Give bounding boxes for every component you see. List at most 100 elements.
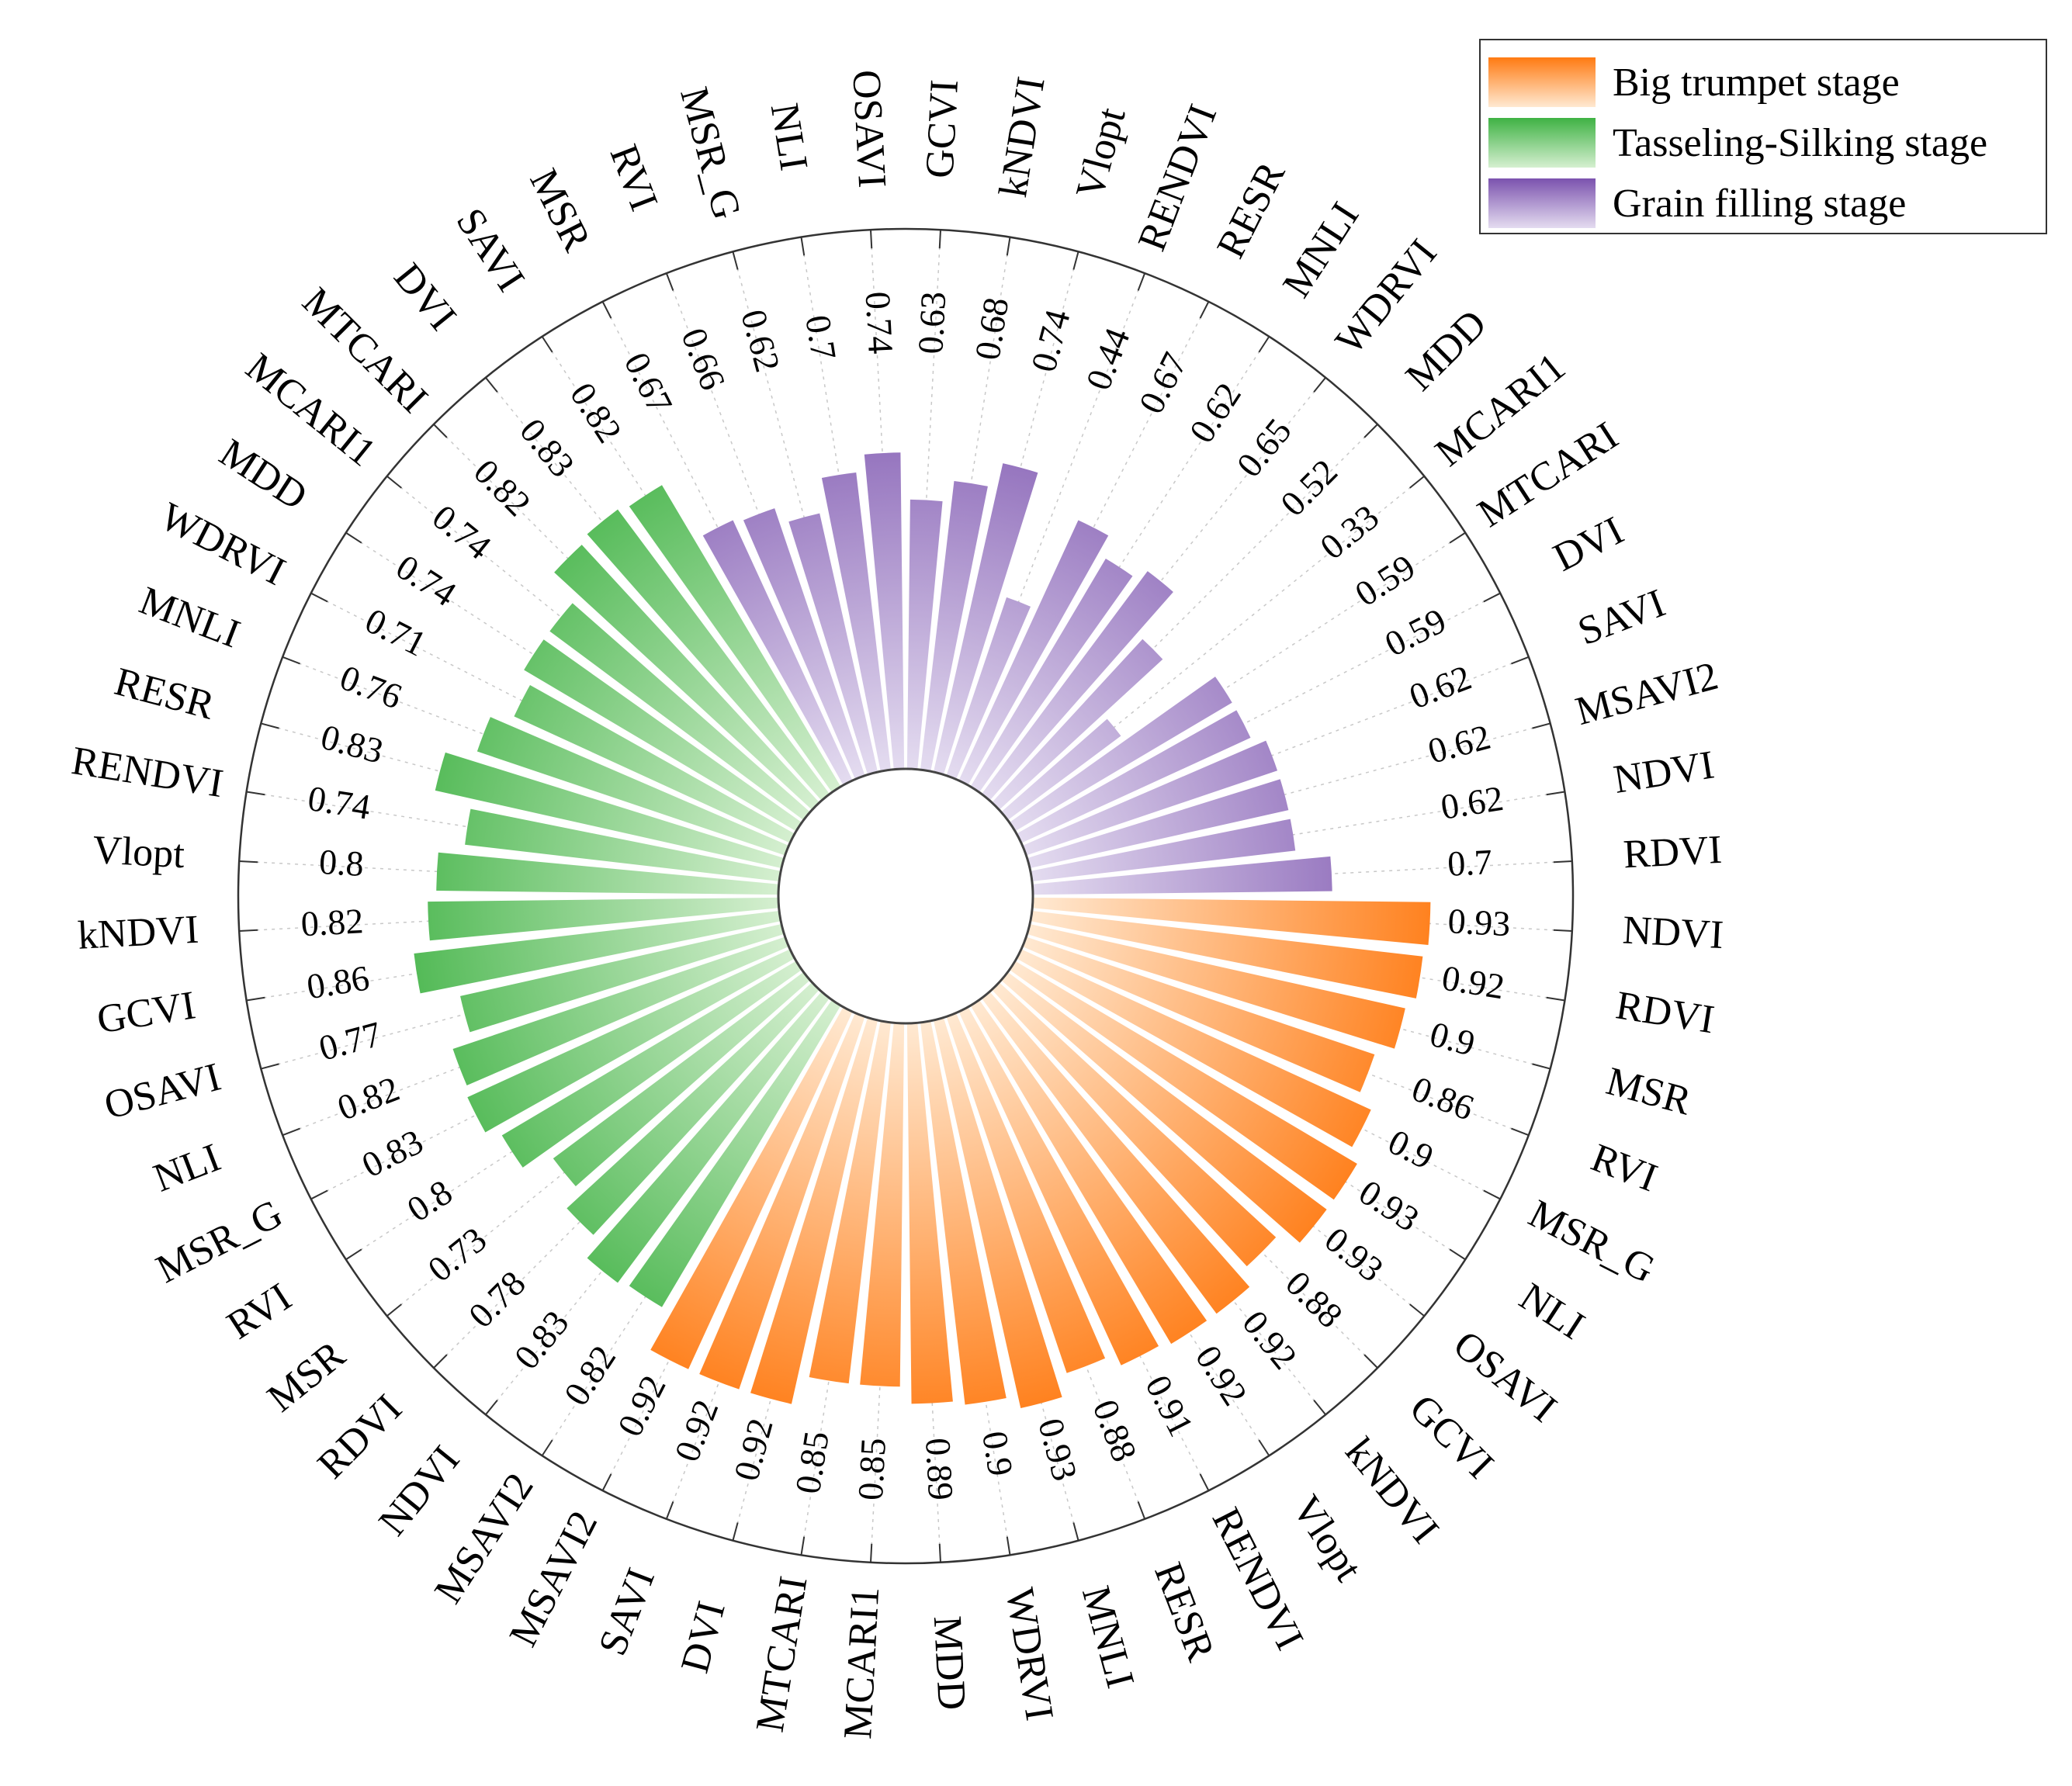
bar-big-trumpet-stage-mnli [933, 1017, 1062, 1408]
category-label: GCVI [917, 78, 967, 179]
value-label: 0.71 [359, 601, 433, 664]
grid-line [985, 994, 1326, 1415]
value-label: 0.74 [1024, 306, 1078, 376]
ring-tick [601, 301, 612, 319]
bar-grain-filling-stage-vlopt [933, 463, 1038, 775]
category-label: OSAVI [844, 69, 894, 189]
legend-item-grain-filling: Grain filling stage [1488, 175, 1906, 231]
bar-big-trumpet-stage-mcari1 [860, 1023, 905, 1387]
grid-line [601, 301, 849, 784]
bar-tasseling-silking-stage-mdd [524, 639, 802, 832]
grid-line [386, 975, 808, 1317]
ring-tick [1313, 1400, 1326, 1415]
value-label: 0.92 [1235, 1303, 1305, 1376]
grid-line [1024, 941, 1530, 1136]
bar-big-trumpet-stage-mtcari [809, 1020, 891, 1384]
ring-tick [541, 1439, 553, 1456]
bar-grain-filling-stage-nli [821, 472, 891, 772]
outer-ring [237, 227, 1575, 1565]
bar-tasseling-silking-stage-msr-g [467, 949, 795, 1133]
category-label: MDD [925, 1615, 974, 1711]
bar-grain-filling-stage-msr [702, 520, 853, 786]
category-label: WDRVI [997, 1585, 1062, 1724]
value-label: 0.93 [1318, 1220, 1391, 1289]
ring-tick [246, 996, 265, 1002]
bar-big-trumpet-stage-mdd [906, 1023, 953, 1404]
ring-tick [1449, 1248, 1466, 1261]
ring-tick [239, 860, 258, 864]
category-label: MSAVI2 [1571, 654, 1722, 734]
category-label: RDVI [1613, 983, 1717, 1042]
grid-line [310, 592, 793, 839]
grid-line [1018, 592, 1501, 839]
ring-tick [732, 1522, 739, 1541]
bar-tasseling-silking-stage-nli [452, 936, 789, 1085]
bar-grain-filling-stage-mtcari [1009, 677, 1232, 832]
ring-tick [1532, 1063, 1551, 1070]
bar-tasseling-silking-stage-mnli [476, 717, 789, 856]
category-label: NLI [762, 100, 816, 173]
grid-line [951, 1014, 1145, 1520]
ring-tick [1006, 237, 1011, 256]
ring-tick [1511, 656, 1530, 665]
value-label: 0.88 [1085, 1394, 1144, 1466]
category-label: MSR [521, 162, 599, 258]
bar-tasseling-silking-stage-savi [629, 485, 841, 793]
category-label: NDVI [1610, 742, 1717, 802]
ring-tick [433, 424, 448, 438]
bar-grain-filling-stage-dvi [1016, 710, 1251, 843]
ring-tick [261, 722, 279, 729]
bar-grain-filling-stage-msr-g [788, 513, 878, 775]
ring-tick [282, 1127, 300, 1137]
value-label: 0.86 [304, 957, 372, 1006]
value-label: 0.88 [1278, 1263, 1350, 1335]
value-label: 0.85 [851, 1437, 893, 1501]
category-label: MSR_G [150, 1192, 289, 1293]
bar-tasseling-silking-stage-rdvi [567, 982, 819, 1235]
grid-line [800, 1021, 887, 1556]
value-label: 0.7 [1447, 842, 1493, 884]
category-label: SAVI [591, 1563, 664, 1661]
grid-line [1018, 953, 1501, 1200]
value-label: 0.92 [610, 1369, 674, 1442]
bar-tasseling-silking-stage-wdrvi [514, 684, 795, 843]
bar-grain-filling-stage-mcari1 [1001, 718, 1121, 821]
grid-line [310, 953, 793, 1200]
value-label: 0.65 [1229, 411, 1299, 485]
bar-big-trumpet-stage-wdrvi [920, 1020, 1007, 1405]
category-label: DVI [1547, 508, 1630, 580]
value-label: 0.63 [910, 290, 953, 355]
category-label: MNLI [133, 579, 245, 657]
value-label: 0.82 [466, 452, 539, 524]
bar-grain-filling-stage-gcvi [906, 499, 943, 770]
category-label: RESR [1208, 155, 1294, 265]
value-label: 0.93 [1031, 1414, 1085, 1485]
bar-tasseling-silking-stage-msr [553, 971, 810, 1187]
value-label: 0.74 [305, 778, 372, 827]
ring-tick [1511, 1127, 1530, 1137]
ring-tick [282, 656, 300, 665]
category-label: kNDVI [77, 908, 200, 958]
grid-line [1003, 476, 1425, 817]
category-label: RESR [110, 659, 220, 729]
ring-tick [485, 1400, 498, 1415]
value-label: 0.73 [421, 1220, 494, 1289]
value-label: 0.62 [1404, 657, 1476, 716]
category-label: kNDVI [1336, 1430, 1447, 1552]
category-label: SAVI [448, 201, 533, 299]
bar-big-trumpet-stage-msr [1027, 923, 1405, 1049]
category-label: NLI [147, 1135, 226, 1200]
value-label: 0.82 [563, 376, 630, 449]
ring-tick [1313, 377, 1326, 393]
ring-tick [310, 1189, 328, 1200]
grid-line [995, 985, 1378, 1369]
category-label: OSAVI [1445, 1322, 1564, 1431]
ring-tick [345, 531, 362, 544]
grid-line [282, 941, 788, 1136]
value-label: 0.74 [425, 497, 499, 566]
category-label: RENDVI [68, 739, 226, 806]
bar-tasseling-silking-stage-vlopt [436, 852, 779, 895]
legend-label: Big trumpet stage [1613, 60, 1900, 105]
value-label: 0.85 [788, 1428, 837, 1496]
ring-tick [800, 1536, 806, 1556]
